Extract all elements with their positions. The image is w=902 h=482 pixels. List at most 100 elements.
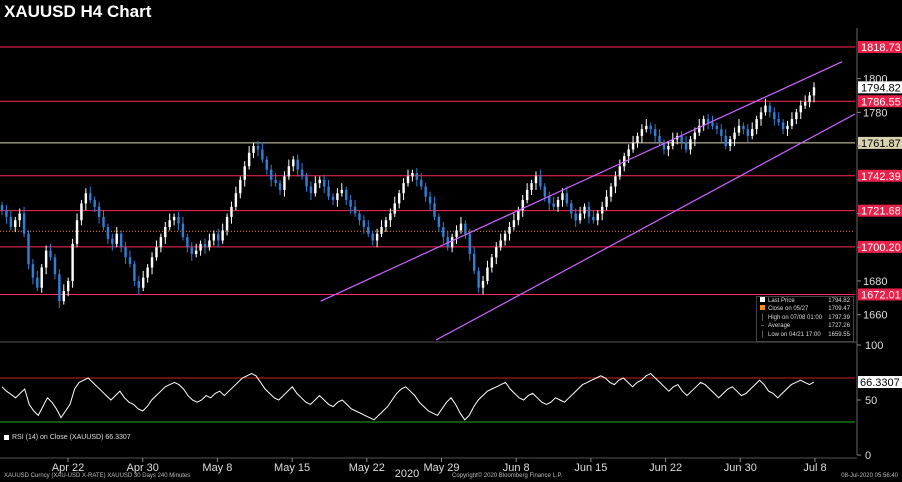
candle-body [715, 125, 719, 130]
candle-body [128, 257, 132, 265]
candle-body [812, 87, 816, 96]
candle-body [574, 213, 577, 221]
candle-body [150, 257, 154, 268]
price-legend-row: Last Price 1794.82 [757, 297, 853, 305]
candle-body [380, 227, 383, 234]
candle-body [508, 227, 511, 234]
candle-body [587, 206, 591, 217]
candle-body [605, 196, 608, 207]
candle-body [521, 200, 524, 211]
footer: XAUUSD Curncy (XAU-USD X-RATE) XAUUSD 30… [0, 472, 902, 482]
candle-body [512, 220, 516, 228]
candle-body [720, 129, 723, 136]
candle-body [27, 233, 30, 265]
level-label-box [858, 41, 902, 54]
level-label: 1721.68 [861, 206, 901, 218]
candle-body [234, 193, 238, 207]
candle-body [693, 132, 697, 140]
candle-body [764, 105, 767, 113]
candle-body [345, 189, 348, 201]
candle-body [658, 135, 661, 143]
candle-body [375, 233, 379, 241]
candle-body [327, 186, 330, 197]
candle-body [733, 132, 736, 140]
candle-body [111, 238, 114, 244]
candle-body [450, 237, 454, 248]
legend-marker: │ [760, 331, 765, 338]
candle-body [556, 200, 560, 207]
level-label-box [858, 169, 902, 182]
level-label: 1786.55 [861, 96, 901, 108]
candle-body [194, 250, 198, 254]
candle-body [221, 230, 224, 241]
candle-body [808, 95, 811, 103]
candle-body [503, 233, 507, 241]
candle-body [428, 196, 432, 204]
candle-body [746, 129, 750, 136]
candle-body [442, 227, 445, 238]
candle-body [543, 186, 547, 197]
candle-body [269, 169, 273, 180]
candle-body [367, 227, 370, 234]
candle-body [640, 129, 644, 136]
candle-body [256, 146, 260, 150]
candle-body [468, 233, 471, 254]
candle-body [177, 216, 180, 224]
candle-body [252, 146, 255, 153]
candle-body [181, 223, 185, 238]
price-tick-label: 1680 [863, 276, 887, 288]
time-tick-label: Jun 15 [574, 462, 607, 474]
candle-body [137, 280, 141, 288]
footer-copyright: Copyright© 2020 Bloomberg Finance L.P. [452, 473, 563, 479]
candle-body [62, 291, 65, 302]
price-legend-value: 1797.39 [828, 314, 850, 321]
candle-body [698, 125, 701, 133]
candle-body [459, 223, 463, 231]
price-legend-label: Low on 04/21 17:00 [768, 331, 821, 338]
candle-body [44, 250, 48, 268]
candle-body [689, 139, 692, 150]
candle-body [786, 125, 789, 130]
candle-body [768, 105, 772, 113]
candle-body [539, 176, 542, 187]
candle-body [803, 102, 807, 106]
time-tick-label: Jul 8 [803, 462, 826, 474]
candle-body [389, 213, 392, 221]
last-price-label: 1794.82 [861, 82, 901, 94]
candle-body [411, 173, 414, 177]
candle-body [80, 203, 83, 221]
price-candles [0, 82, 816, 308]
candle-body [499, 240, 502, 248]
level-label-box [858, 240, 902, 253]
candle-body [186, 237, 189, 248]
candle-body [358, 213, 361, 221]
price-legend-value: 1659.55 [828, 331, 850, 338]
price-legend-value: 1709.47 [828, 306, 850, 313]
candle-body [283, 176, 286, 190]
candle-body [415, 173, 419, 180]
candle-body [702, 119, 705, 126]
rsi-tick-label: 0 [865, 450, 871, 462]
candle-body [106, 227, 110, 239]
legend-marker: │ [760, 314, 765, 321]
price-levels: 1818.73 1786.55 1761.87 1742.39 1721.68 1700.… [0, 41, 902, 301]
rsi-last-box [858, 376, 902, 389]
candle-body [570, 203, 573, 214]
candle-body [384, 220, 388, 228]
candle-body [495, 247, 498, 258]
candle-body [287, 166, 291, 177]
candle-body [36, 277, 39, 288]
candle-body [609, 186, 613, 197]
candle-body [397, 193, 401, 204]
price-legend-label: Close on 05/27 [768, 306, 809, 313]
candle-body [53, 257, 57, 275]
year-label: 2020 [395, 468, 419, 480]
candle-body [433, 203, 436, 217]
last-price-box [858, 81, 902, 94]
candle-body [124, 247, 127, 258]
candle-body [322, 179, 326, 187]
rsi-legend: RSI (14) on Close (XAUUSD) 66.3307 [4, 434, 131, 441]
candle-body [481, 280, 485, 288]
candle-body [777, 119, 780, 123]
